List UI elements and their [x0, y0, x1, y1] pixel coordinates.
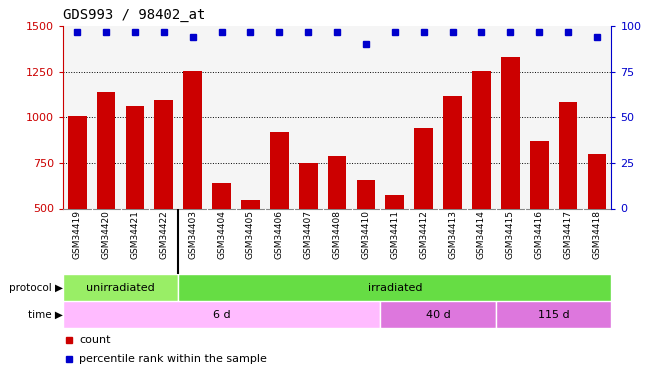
Bar [328, 156, 346, 209]
Text: GSM34404: GSM34404 [217, 210, 226, 260]
Bar [241, 200, 260, 208]
Text: count: count [79, 335, 111, 345]
Text: 6 d: 6 d [213, 310, 231, 320]
Bar [299, 163, 318, 209]
Bar [530, 141, 549, 208]
Bar [559, 102, 578, 209]
Text: GSM34413: GSM34413 [448, 210, 457, 260]
Bar [501, 57, 520, 208]
Bar [63, 274, 178, 301]
Text: time ▶: time ▶ [28, 310, 63, 320]
Bar [444, 96, 462, 208]
Text: 115 d: 115 d [538, 310, 570, 320]
Text: GSM34422: GSM34422 [159, 210, 169, 259]
Bar [178, 274, 611, 301]
Text: GSM34411: GSM34411 [391, 210, 399, 260]
Bar [472, 71, 491, 209]
Text: unirradiated: unirradiated [86, 283, 155, 292]
Text: GSM34403: GSM34403 [188, 210, 197, 260]
Text: GDS993 / 98402_at: GDS993 / 98402_at [63, 9, 205, 22]
Text: GSM34407: GSM34407 [304, 210, 313, 260]
Text: GSM34418: GSM34418 [592, 210, 602, 260]
Text: GSM34419: GSM34419 [73, 210, 82, 260]
Bar [588, 154, 606, 209]
Text: GSM34417: GSM34417 [564, 210, 572, 260]
Text: GSM34421: GSM34421 [130, 210, 139, 260]
Text: irradiated: irradiated [368, 283, 422, 292]
Text: protocol ▶: protocol ▶ [9, 283, 63, 292]
Bar [126, 105, 144, 209]
Bar [414, 128, 433, 208]
Bar [63, 301, 381, 328]
Text: GSM34420: GSM34420 [102, 210, 110, 260]
Bar [496, 301, 611, 328]
Text: GSM34416: GSM34416 [535, 210, 544, 260]
Text: GSM34406: GSM34406 [275, 210, 284, 260]
Bar [212, 183, 231, 209]
Text: GSM34414: GSM34414 [477, 210, 486, 260]
Bar [270, 132, 289, 209]
Bar [97, 92, 116, 208]
Bar [356, 180, 375, 209]
Bar [68, 117, 87, 208]
Text: GSM34412: GSM34412 [419, 210, 428, 260]
Text: GSM34415: GSM34415 [506, 210, 515, 260]
Bar [155, 100, 173, 208]
Text: GSM34408: GSM34408 [332, 210, 342, 260]
Text: GSM34410: GSM34410 [362, 210, 370, 260]
Bar [381, 301, 496, 328]
Bar [183, 71, 202, 209]
Text: percentile rank within the sample: percentile rank within the sample [79, 354, 267, 364]
Text: 40 d: 40 d [426, 310, 451, 320]
Bar [385, 195, 405, 208]
Text: GSM34405: GSM34405 [246, 210, 255, 260]
